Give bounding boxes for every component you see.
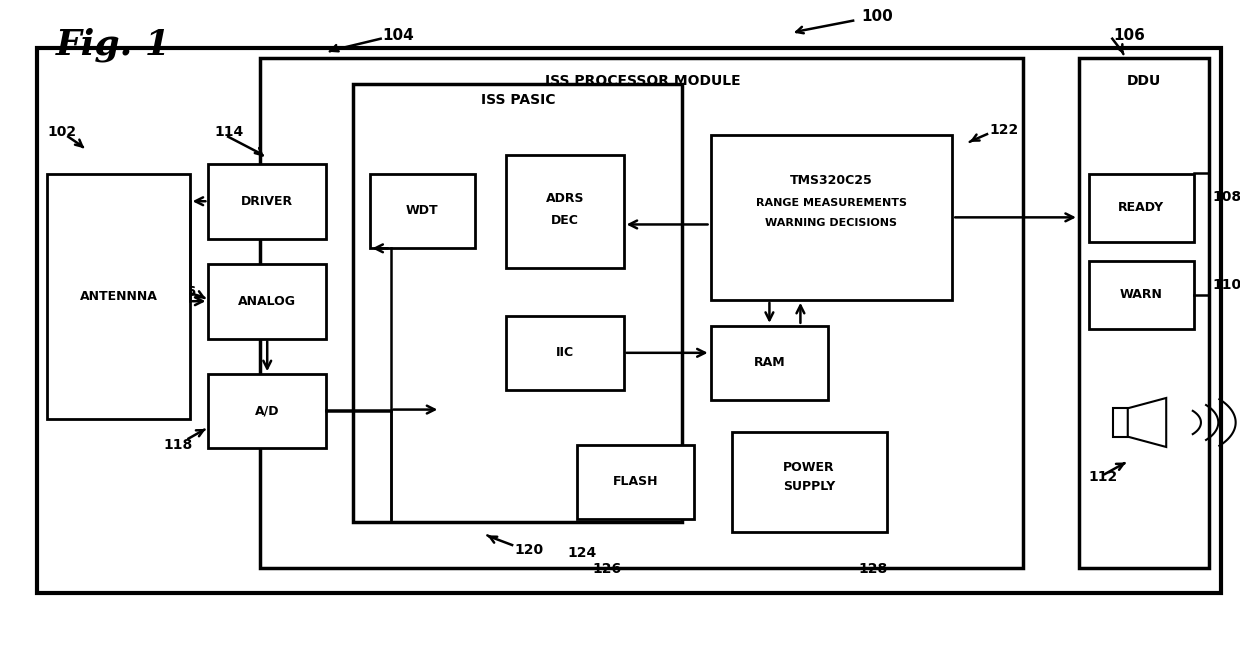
Text: RANGE MEASUREMENTS: RANGE MEASUREMENTS	[756, 198, 906, 208]
Text: 108: 108	[1213, 190, 1240, 204]
Text: ANTENNNA: ANTENNNA	[79, 290, 157, 303]
Text: 122: 122	[990, 123, 1019, 137]
Text: 110: 110	[1213, 278, 1240, 292]
Text: 100: 100	[862, 8, 894, 24]
Text: RAM: RAM	[754, 356, 785, 369]
Bar	[1089, 174, 1194, 242]
Text: 106: 106	[1114, 28, 1146, 43]
Text: DRIVER: DRIVER	[241, 195, 294, 208]
Bar	[1089, 261, 1194, 329]
Text: IIC: IIC	[556, 346, 574, 359]
Text: 104: 104	[382, 28, 414, 43]
Text: TMS320C25: TMS320C25	[790, 174, 873, 187]
Bar	[1079, 58, 1209, 568]
Bar	[711, 326, 828, 400]
Text: SUPPLY: SUPPLY	[782, 481, 836, 493]
Bar	[711, 135, 952, 300]
Text: ANALOG: ANALOG	[238, 295, 296, 308]
Text: ISS PROCESSOR MODULE: ISS PROCESSOR MODULE	[546, 74, 740, 88]
Text: WARN: WARN	[1120, 288, 1163, 301]
Text: DEC: DEC	[551, 214, 579, 227]
Text: POWER: POWER	[784, 461, 835, 474]
Text: 128: 128	[858, 562, 888, 576]
Text: WARNING DECISIONS: WARNING DECISIONS	[765, 217, 898, 228]
Text: 120: 120	[515, 542, 543, 557]
Bar	[370, 174, 475, 248]
Bar	[732, 432, 887, 532]
Text: ADRS: ADRS	[546, 192, 584, 204]
Text: WDT: WDT	[405, 204, 439, 217]
Bar	[353, 84, 682, 522]
Bar	[208, 264, 326, 339]
Text: ISS PASIC: ISS PASIC	[481, 93, 556, 107]
Text: 114: 114	[215, 125, 244, 139]
Bar	[208, 164, 326, 239]
Text: 126: 126	[593, 562, 621, 576]
Text: 116: 116	[167, 284, 196, 299]
Text: 124: 124	[568, 546, 598, 561]
Text: FLASH: FLASH	[613, 475, 658, 488]
Text: DDU: DDU	[1127, 74, 1161, 88]
Bar	[260, 58, 1023, 568]
Text: A/D: A/D	[255, 404, 279, 417]
Bar	[208, 374, 326, 448]
Polygon shape	[1128, 398, 1166, 447]
Bar	[506, 316, 624, 390]
Text: 118: 118	[164, 438, 193, 452]
Text: 112: 112	[1089, 470, 1118, 484]
Text: Fig. 1: Fig. 1	[56, 28, 171, 63]
Bar	[47, 174, 190, 419]
Text: 102: 102	[47, 125, 76, 139]
Bar	[577, 445, 694, 519]
Bar	[1112, 408, 1128, 437]
Bar	[37, 48, 1221, 593]
Text: READY: READY	[1118, 201, 1164, 214]
Bar	[506, 155, 624, 268]
